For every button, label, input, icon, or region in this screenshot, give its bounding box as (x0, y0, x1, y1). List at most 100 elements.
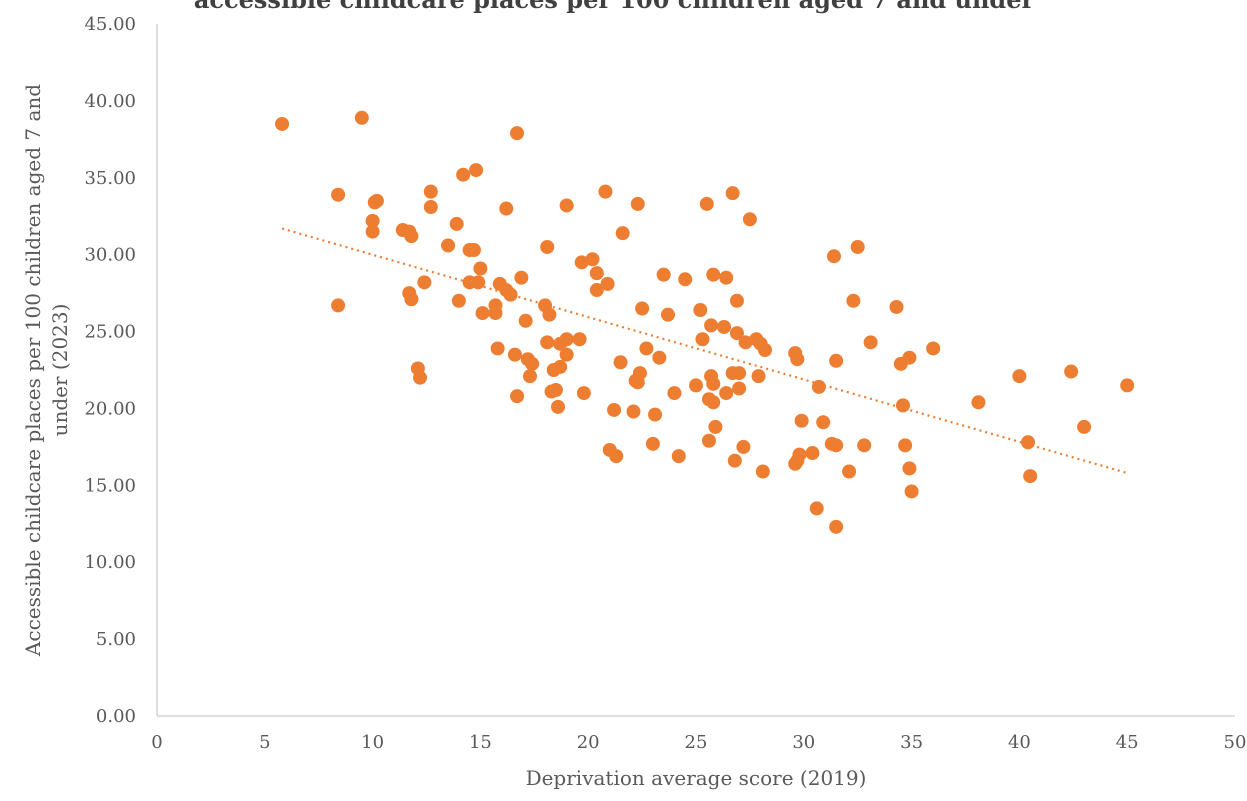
y-tick-label: 30.00 (84, 245, 136, 266)
data-point (331, 187, 346, 202)
data-point (829, 353, 844, 368)
data-point (755, 464, 770, 479)
data-point (553, 359, 568, 374)
data-point (365, 224, 380, 239)
data-point (689, 378, 703, 393)
data-point (727, 453, 742, 468)
data-point (609, 449, 624, 464)
data-point (889, 299, 904, 314)
x-tick-label: 0 (151, 732, 162, 753)
data-point (895, 398, 910, 413)
data-point (706, 395, 721, 410)
data-point (613, 355, 628, 370)
data-point (811, 379, 826, 394)
x-axis-label: Deprivation average score (2019) (526, 766, 867, 790)
data-point (792, 447, 807, 462)
x-tick-label: 50 (1224, 732, 1247, 753)
y-tick-label: 10.00 (84, 552, 136, 573)
data-point (850, 239, 865, 254)
data-point (503, 287, 518, 302)
data-point (475, 306, 490, 321)
data-point (898, 438, 913, 453)
data-point (902, 350, 917, 365)
x-tick-label: 10 (361, 732, 384, 753)
y-axis-label-line-2: under (2023) (48, 304, 72, 437)
data-point (466, 243, 481, 258)
data-point (600, 276, 615, 291)
data-point (699, 196, 714, 211)
data-point (589, 283, 604, 298)
data-point (656, 267, 671, 282)
data-point (630, 196, 645, 211)
data-point (598, 184, 613, 199)
data-point (757, 343, 772, 358)
data-point (615, 226, 630, 241)
chart-title: accessible childcare places per 100 chil… (194, 0, 1035, 14)
data-point (423, 184, 438, 199)
data-point (729, 293, 744, 308)
data-point (417, 275, 432, 290)
data-point (632, 366, 647, 381)
data-point (660, 307, 675, 322)
data-point (1021, 435, 1036, 450)
data-point (671, 449, 686, 464)
data-point (473, 261, 488, 276)
y-axis-label-line-1: Accessible childcare places per 100 chil… (21, 84, 45, 657)
data-point (423, 199, 438, 214)
data-point (499, 201, 514, 216)
data-point (826, 249, 841, 264)
data-point (514, 270, 529, 285)
x-tick-label: 5 (259, 732, 270, 753)
data-point (805, 446, 820, 461)
data-point (706, 376, 721, 391)
x-tick-label: 35 (900, 732, 923, 753)
x-tick-label: 15 (469, 732, 492, 753)
data-point (331, 298, 346, 313)
data-point (1012, 369, 1027, 384)
data-point (404, 229, 419, 244)
data-point (572, 332, 587, 347)
data-point (926, 341, 941, 356)
data-point (471, 275, 486, 290)
data-point (1064, 364, 1079, 379)
data-point (829, 438, 844, 453)
data-point (626, 404, 641, 419)
data-point (902, 461, 917, 476)
data-point (790, 352, 805, 367)
data-point (706, 267, 721, 282)
data-point (525, 356, 540, 371)
x-tick-label: 30 (792, 732, 815, 753)
y-tick-label: 40.00 (84, 91, 136, 112)
data-point (725, 186, 740, 201)
data-point (842, 464, 857, 479)
data-point (469, 163, 484, 178)
data-point (559, 198, 574, 213)
data-point (742, 212, 757, 227)
data-point (904, 484, 919, 499)
data-point (732, 366, 747, 381)
y-axis-ticks: 0.00 5.00 10.00 15.00 20.00 25.00 30.00 35.00 40… (84, 14, 136, 727)
data-point (365, 213, 380, 228)
data-point (736, 439, 751, 454)
x-axis-ticks: 0 5 10 15 20 25 30 35 40 45 50 (151, 732, 1246, 753)
x-tick-label: 25 (685, 732, 708, 753)
data-point (751, 369, 766, 384)
data-point (607, 402, 622, 417)
data-point (507, 347, 522, 362)
data-point (809, 501, 824, 516)
data-point (413, 370, 428, 385)
data-point (732, 381, 747, 396)
data-point (645, 436, 660, 451)
data-point (510, 126, 525, 141)
data-point (701, 433, 716, 448)
y-tick-label: 0.00 (96, 706, 136, 727)
data-point (695, 332, 710, 347)
data-point (574, 255, 589, 270)
data-point (971, 395, 986, 410)
x-tick-label: 45 (1116, 732, 1139, 753)
data-point (652, 350, 667, 365)
y-tick-label: 45.00 (84, 14, 136, 35)
data-point (548, 382, 563, 397)
data-point (354, 110, 369, 125)
